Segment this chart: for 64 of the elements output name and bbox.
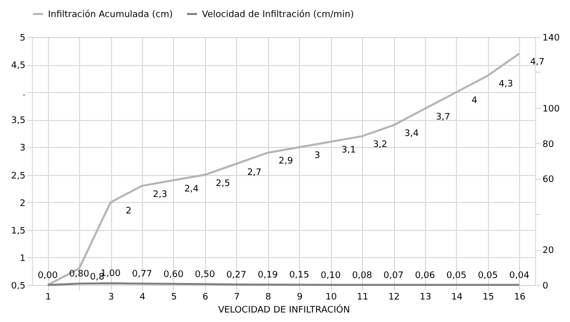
data-label: 2,9 (278, 156, 294, 167)
data-label: 2,3 (152, 190, 168, 200)
y-tick-label: 0,5 (11, 282, 26, 292)
x-tick-label: 5 (171, 292, 177, 302)
y2-tick-label: 60 (542, 175, 554, 186)
data-label: 0,05 (446, 270, 466, 281)
y2-tick-label: 140 (542, 34, 560, 44)
x-tick-label: 7 (234, 292, 240, 302)
x-tick-label: 6 (202, 292, 209, 302)
data-label: 0,00 (38, 271, 58, 281)
data-label: 0,07 (384, 270, 404, 281)
data-label: 0,05 (478, 270, 498, 281)
y-tick-label: 1 (20, 254, 26, 264)
data-label: 0,06 (414, 270, 436, 281)
data-label: 0,50 (194, 270, 216, 280)
data-label: 4 (472, 96, 478, 106)
data-label: 0,08 (352, 270, 372, 281)
x-tick-label: 10 (325, 292, 338, 302)
data-label: 3,4 (404, 129, 419, 140)
x-axis-title: VELOCIDAD DE INFILTRACIÓN (218, 304, 350, 316)
data-label: 2,5 (216, 178, 230, 189)
data-label: 0,80 (69, 270, 90, 280)
y-tick-label: . (22, 88, 26, 99)
data-label: 3,1 (341, 146, 356, 156)
data-label: 4,7 (530, 58, 544, 68)
x-tick-label: 11 (356, 292, 368, 302)
data-label: 0,04 (509, 270, 530, 281)
x-tick-label: 15 (482, 292, 494, 302)
x-tick-label: 4 (140, 292, 146, 302)
data-label: 0,19 (258, 270, 278, 281)
legend-label: Infiltración Acumulada (cm) (48, 9, 173, 20)
x-tick-label: 8 (265, 292, 272, 302)
data-label: 0,77 (132, 270, 152, 280)
data-label: 0,10 (320, 270, 341, 281)
data-label: 2,7 (247, 168, 262, 178)
y2-tick-label: 0 (542, 282, 548, 292)
y-tick-label: 3 (20, 144, 26, 154)
x-tick-label: 1 (45, 292, 52, 302)
data-label: 2,4 (184, 184, 199, 194)
data-label: 0,8 (90, 272, 105, 282)
y-tick-label: 2,5 (11, 171, 26, 182)
data-label: 3 (314, 151, 320, 162)
y-tick-label: 5 (20, 34, 26, 44)
legend-label: Velocidad de Infiltración (cm/min) (202, 9, 354, 20)
y-tick-label: 3,5 (11, 116, 26, 126)
y-tick-label: 4,5 (11, 61, 26, 72)
y2-tick-label: 20 (542, 246, 554, 256)
data-label: 3,2 (372, 140, 388, 150)
data-label: 0,27 (226, 270, 246, 281)
y-tick-label: 2 (20, 198, 26, 209)
data-label: 4,3 (498, 80, 514, 90)
data-label: 0,15 (289, 270, 310, 281)
y2-tick-label: 80 (542, 140, 554, 150)
x-tick-label: 9 (296, 292, 303, 302)
x-tick-label: 3 (108, 292, 114, 302)
x-tick-label: 14 (451, 292, 463, 302)
y2-tick-label: 100 (542, 104, 560, 114)
y-tick-label: 1,5 (11, 226, 26, 236)
x-tick-label: 13 (420, 292, 432, 302)
x-tick-label: 12 (388, 292, 400, 302)
data-label: 0,60 (163, 270, 184, 280)
data-label: 2 (126, 206, 132, 216)
data-label: 3,7 (436, 112, 450, 123)
x-tick-label: 16 (514, 292, 526, 302)
